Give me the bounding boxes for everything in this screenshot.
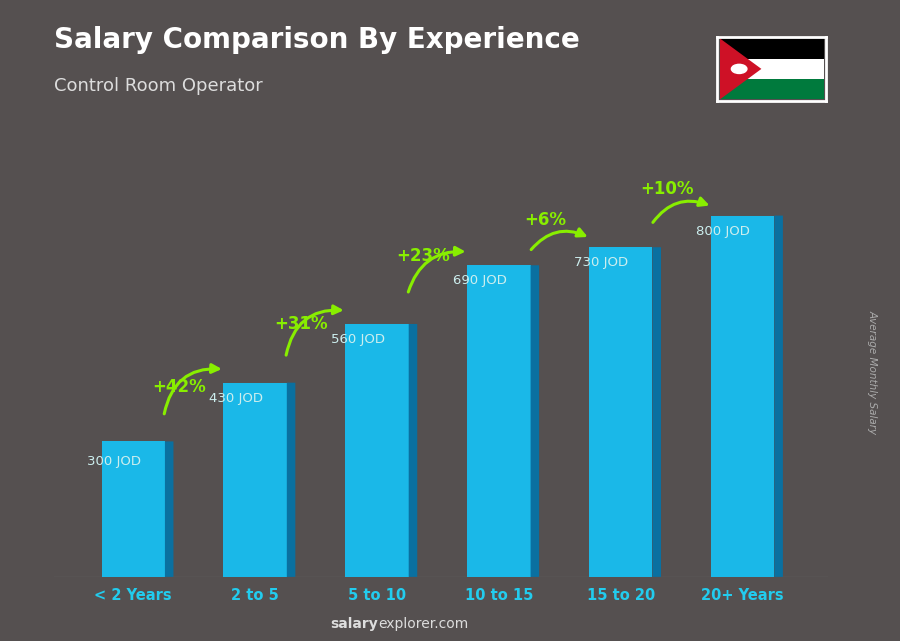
Text: 800 JOD: 800 JOD <box>697 224 751 238</box>
Text: Salary Comparison By Experience: Salary Comparison By Experience <box>54 26 580 54</box>
Text: 560 JOD: 560 JOD <box>330 333 384 346</box>
Text: +6%: +6% <box>524 211 566 229</box>
Text: Average Monthly Salary: Average Monthly Salary <box>868 310 878 434</box>
Text: +31%: +31% <box>274 315 328 333</box>
Bar <box>102 442 165 577</box>
Text: salary: salary <box>330 617 378 631</box>
Polygon shape <box>652 247 661 577</box>
Bar <box>590 247 652 577</box>
Bar <box>720 38 824 59</box>
Text: explorer.com: explorer.com <box>378 617 468 631</box>
Circle shape <box>732 64 747 74</box>
Text: 300 JOD: 300 JOD <box>87 455 141 468</box>
Text: 690 JOD: 690 JOD <box>453 274 507 287</box>
Bar <box>346 324 409 577</box>
Text: 730 JOD: 730 JOD <box>574 256 628 269</box>
Bar <box>467 265 531 577</box>
Text: Control Room Operator: Control Room Operator <box>54 77 263 95</box>
Polygon shape <box>287 383 295 577</box>
Bar <box>711 215 774 577</box>
Bar <box>223 383 287 577</box>
Bar <box>720 59 824 79</box>
Polygon shape <box>774 215 783 577</box>
Text: +10%: +10% <box>641 179 694 197</box>
Polygon shape <box>531 265 539 577</box>
Polygon shape <box>409 324 418 577</box>
Text: +23%: +23% <box>397 247 450 265</box>
Bar <box>720 79 824 99</box>
Polygon shape <box>165 442 174 577</box>
Polygon shape <box>720 38 761 99</box>
Text: +42%: +42% <box>153 378 206 396</box>
Text: 430 JOD: 430 JOD <box>209 392 263 404</box>
